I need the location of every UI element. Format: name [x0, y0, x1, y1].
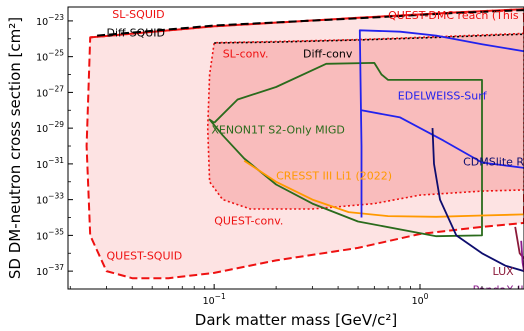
annotation-11: LUX — [493, 265, 515, 278]
series-edelweiss-lower — [361, 109, 524, 169]
tick-layer: 10−23 10−25 10−27 10−29 10−31 10−33 10−35 10−37… — [36, 13, 519, 307]
series-sl-squid — [90, 8, 524, 39]
annotation-9: QUEST-conv. — [214, 215, 283, 228]
annotation-4: Diff-conv — [303, 48, 353, 61]
annotation-3: SL-conv. — [223, 48, 269, 61]
series-layer — [85, 8, 524, 280]
y-tick-label-3: 10−29 — [36, 120, 64, 135]
x-tick-label-1: 100 — [412, 292, 429, 307]
annotation-0: SL-SQUID — [112, 8, 164, 21]
annotation-layer: SL-SQUID Diff-SQUID QUEST-DMC reach (This … — [107, 8, 524, 297]
y-tick-label-7: 10−37 — [36, 263, 64, 278]
annotation-2: QUEST-DMC reach (This work) — [388, 9, 524, 22]
x-axis-title: Dark matter mass [GeV/c²] — [195, 311, 397, 329]
y-tick-label-0: 10−23 — [36, 13, 64, 28]
annotation-6: XENON1T S2-Only MIGD — [211, 124, 345, 137]
series-cresst — [243, 159, 524, 218]
annotation-8: CRESST III Li1 (2022) — [276, 170, 392, 183]
annotation-1: Diff-SQUID — [107, 27, 165, 40]
y-tick-label-2: 10−27 — [36, 84, 64, 99]
y-tick-label-1: 10−25 — [36, 49, 64, 64]
plot-frame — [67, 6, 524, 290]
y-axis-title: SD DM-neutron cross section [cm²] — [6, 17, 24, 279]
series-diff-squid — [97, 9, 524, 37]
annotation-5: EDELWEISS-Surf — [398, 90, 488, 103]
annotation-10: QUEST-SQUID — [107, 250, 183, 263]
y-tick-label-6: 10−35 — [36, 227, 64, 242]
series-quest-conv — [206, 32, 524, 210]
y-tick-label-4: 10−31 — [36, 156, 64, 171]
plot-area: SL-SQUID Diff-SQUID QUEST-DMC reach (This … — [85, 8, 524, 297]
annotation-7: CDMSlite Run2 — [463, 156, 524, 169]
series-edelweiss — [358, 29, 524, 218]
y-tick-label-5: 10−33 — [36, 192, 64, 207]
x-tick-label-0: 10−1 — [203, 292, 226, 307]
series-cdmslite — [431, 128, 524, 272]
series-diff-conv — [214, 33, 524, 44]
series-xenon1t — [208, 62, 483, 238]
annotation-12: PandaX-II — [473, 284, 524, 297]
